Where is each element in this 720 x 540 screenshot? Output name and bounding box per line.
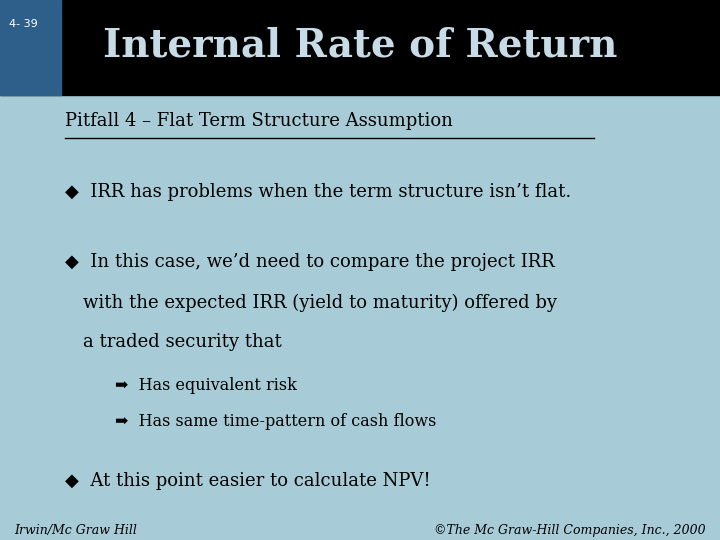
Text: ◆  IRR has problems when the term structure isn’t flat.: ◆ IRR has problems when the term structu… (65, 183, 571, 201)
Text: with the expected IRR (yield to maturity) offered by: with the expected IRR (yield to maturity… (83, 293, 557, 312)
Text: 4- 39: 4- 39 (9, 19, 37, 29)
Text: ©The Mc Graw-Hill Companies, Inc., 2000: ©The Mc Graw-Hill Companies, Inc., 2000 (434, 524, 706, 537)
Text: ◆  In this case, we’d need to compare the project IRR: ◆ In this case, we’d need to compare the… (65, 253, 554, 271)
Bar (0, 0, 720, 94)
Bar (0, 0, 61, 94)
Text: ◆  At this point easier to calculate NPV!: ◆ At this point easier to calculate NPV! (65, 471, 431, 490)
Text: a traded security that: a traded security that (83, 333, 282, 351)
Text: Internal Rate of Return: Internal Rate of Return (103, 27, 617, 65)
Text: Pitfall 4 – Flat Term Structure Assumption: Pitfall 4 – Flat Term Structure Assumpti… (65, 112, 453, 131)
Text: ➡  Has same time-pattern of cash flows: ➡ Has same time-pattern of cash flows (115, 413, 436, 430)
Bar (0, 94, 720, 540)
Text: Irwin/Mc Graw Hill: Irwin/Mc Graw Hill (14, 524, 138, 537)
Text: ➡  Has equivalent risk: ➡ Has equivalent risk (115, 376, 297, 394)
